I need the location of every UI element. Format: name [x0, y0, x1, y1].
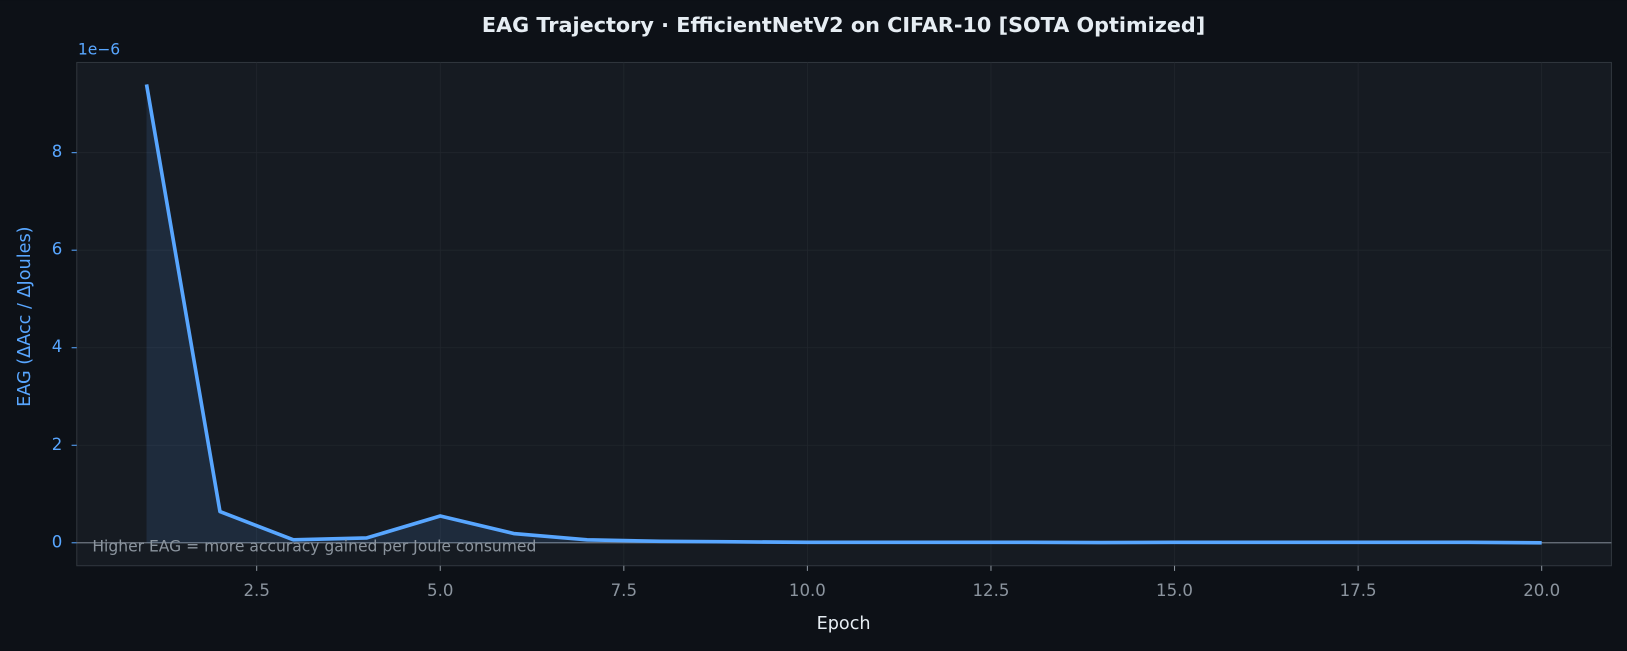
x-tick-label: 7.5	[611, 581, 637, 600]
chart-title: EAG Trajectory · EfficientNetV2 on CIFAR…	[482, 13, 1205, 37]
y-tick-label: 8	[52, 142, 63, 161]
line	[144, 84, 1542, 545]
x-tick-label: 12.5	[972, 581, 1009, 600]
annotation: Higher EAG = more accuracy gained per Jo…	[92, 538, 536, 556]
x-tick-label: 15.0	[1156, 581, 1193, 600]
y-tick-label: 6	[52, 240, 63, 259]
y-tick-label: 0	[52, 532, 63, 551]
x-axis-label: Epoch	[817, 614, 871, 634]
x-tick-label: 10.0	[789, 581, 826, 600]
x-tick-label: 20.0	[1523, 581, 1560, 600]
y-axis-label: EAG (ΔAcc / ΔJoules)	[15, 227, 35, 407]
y-tick-label: 2	[52, 435, 63, 454]
x-tick-label: 17.5	[1340, 581, 1377, 600]
x-tick-label: 2.5	[243, 581, 269, 600]
y-tick-label: 4	[52, 337, 63, 356]
y-offset-label: 1e−6	[78, 41, 120, 59]
x-tick-label: 5.0	[427, 581, 453, 600]
plot-area	[76, 61, 1612, 567]
